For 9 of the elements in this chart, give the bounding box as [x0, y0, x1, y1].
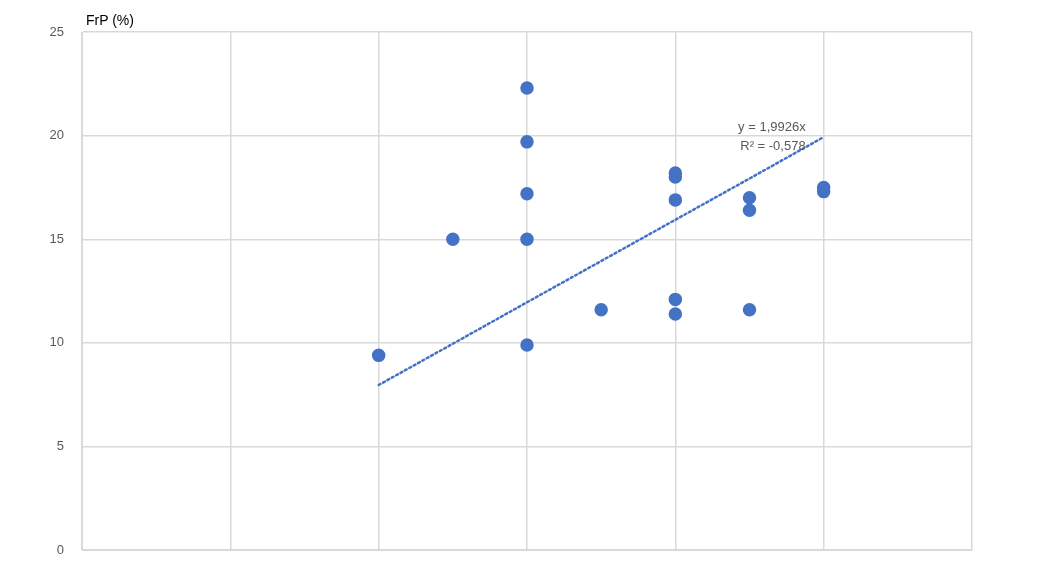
y-tick-label: 10	[49, 334, 64, 350]
y-tick-label: 25	[49, 23, 64, 39]
y-tick-label: 0	[56, 541, 64, 557]
annotation: y = 1,9926x	[738, 118, 807, 134]
y-tick-label: 5	[56, 438, 64, 454]
annotation: R² = -0,578	[740, 137, 806, 153]
y-tick-label: 15	[49, 230, 64, 246]
y-axis-title: FrP (%)	[86, 11, 134, 28]
y-tick-label: 20	[49, 127, 64, 143]
